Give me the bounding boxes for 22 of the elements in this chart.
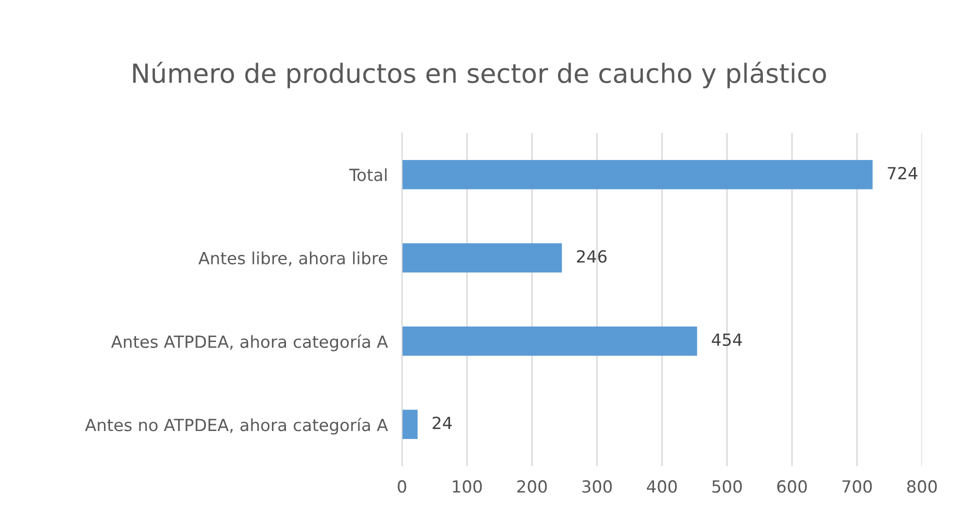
data-label: 454 xyxy=(712,334,742,346)
data-label: 24 xyxy=(432,416,452,429)
x-tick-label: 500 xyxy=(712,480,742,493)
y-tick-label: Total xyxy=(349,168,387,182)
x-tick-label: 200 xyxy=(517,480,547,493)
bar xyxy=(402,243,562,272)
x-tick-label: 800 xyxy=(907,480,937,493)
bar xyxy=(402,410,418,439)
x-tick-label: 100 xyxy=(452,480,482,493)
x-tick-label: 300 xyxy=(582,480,612,493)
data-label: 724 xyxy=(888,166,918,180)
x-tick-label: 600 xyxy=(777,480,807,493)
x-tick-label: 700 xyxy=(842,480,872,493)
y-tick-label: Antes no ATPDEA, ahora categoría A xyxy=(85,418,388,435)
bar xyxy=(402,160,873,190)
x-tick-label: 0 xyxy=(398,480,406,493)
x-tick-label: 400 xyxy=(646,480,677,493)
data-label: 246 xyxy=(577,250,607,263)
chart-title: Número de productos en sector de caucho y plástico xyxy=(133,62,826,88)
bar xyxy=(402,326,698,356)
y-tick-label: Antes libre, ahora libre xyxy=(198,252,388,266)
y-tick-label: Antes ATPDEA, ahora categoría A xyxy=(111,334,388,352)
